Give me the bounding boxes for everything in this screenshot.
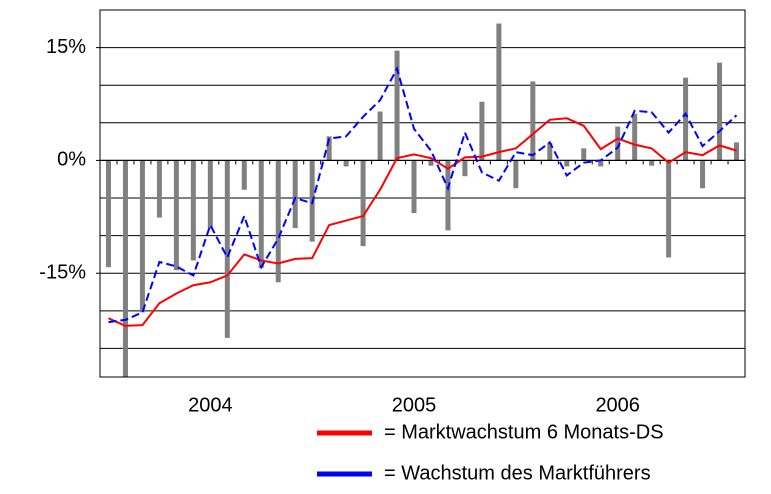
bar xyxy=(326,136,332,161)
bar xyxy=(683,77,689,161)
bar xyxy=(139,160,145,313)
bar xyxy=(190,160,196,261)
bar xyxy=(275,160,281,283)
bar xyxy=(241,160,247,190)
x-tick-label: 2006 xyxy=(595,394,640,416)
bar xyxy=(156,160,162,218)
bar xyxy=(377,111,383,161)
legend-label: = Marktwachstum 6 Monats-DS xyxy=(384,421,664,443)
bar xyxy=(343,160,349,167)
bar xyxy=(700,160,706,189)
x-tick-label: 2004 xyxy=(188,394,233,416)
bar xyxy=(445,160,451,231)
bar xyxy=(462,160,468,177)
bar xyxy=(105,160,111,268)
plot-frame xyxy=(99,9,746,378)
series-line xyxy=(108,117,737,327)
bar xyxy=(581,148,587,161)
series-line xyxy=(108,66,738,324)
bar xyxy=(598,160,604,167)
bar xyxy=(530,81,536,161)
bar xyxy=(428,160,434,166)
y-tick-label: -15% xyxy=(39,261,86,283)
legend-label: = Wachstum des Marktführers xyxy=(384,462,651,484)
bar xyxy=(479,101,485,161)
bar xyxy=(122,160,128,377)
bar xyxy=(207,160,213,229)
bar xyxy=(547,143,553,161)
bar xyxy=(564,160,570,167)
bar xyxy=(411,160,417,214)
bar xyxy=(717,62,723,161)
y-tick-label: 15% xyxy=(46,36,86,58)
bar xyxy=(258,160,264,268)
bar xyxy=(224,160,230,338)
bar xyxy=(394,50,400,161)
bar xyxy=(615,126,621,161)
bar xyxy=(360,160,366,247)
bar xyxy=(513,160,519,189)
bar xyxy=(173,160,179,271)
bar xyxy=(666,160,672,258)
bar xyxy=(649,160,655,166)
bar xyxy=(292,160,298,229)
y-tick-label: 0% xyxy=(57,149,86,171)
bar xyxy=(496,23,502,161)
bar xyxy=(734,142,740,161)
x-tick-label: 2005 xyxy=(392,394,437,416)
bar xyxy=(632,113,638,161)
